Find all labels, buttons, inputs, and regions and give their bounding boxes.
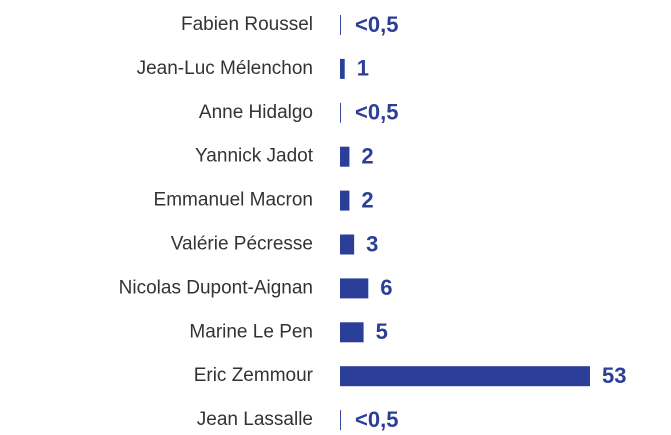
bar bbox=[340, 278, 369, 299]
category-label: Marine Le Pen bbox=[189, 321, 313, 342]
bar bbox=[340, 190, 350, 211]
category-label: Valérie Pécresse bbox=[171, 234, 313, 255]
value-label: 2 bbox=[361, 144, 373, 169]
bar bbox=[340, 102, 341, 123]
value-label: <0,5 bbox=[355, 407, 398, 432]
bar bbox=[340, 366, 590, 387]
category-label: Anne Hidalgo bbox=[199, 102, 313, 123]
bar bbox=[340, 58, 345, 79]
value-label: 1 bbox=[357, 56, 369, 81]
value-label: 53 bbox=[602, 363, 626, 388]
category-label: Emmanuel Macron bbox=[154, 190, 313, 211]
value-label: 3 bbox=[366, 231, 378, 256]
value-label: <0,5 bbox=[355, 12, 398, 37]
bar bbox=[340, 234, 355, 255]
category-label: Jean Lassalle bbox=[197, 409, 313, 430]
category-label: Nicolas Dupont-Aignan bbox=[119, 277, 313, 298]
value-label: 5 bbox=[376, 319, 388, 344]
bar bbox=[340, 146, 350, 167]
bar bbox=[340, 15, 341, 35]
category-label: Eric Zemmour bbox=[194, 365, 314, 386]
category-label: Yannick Jadot bbox=[195, 146, 314, 167]
value-label: <0,5 bbox=[355, 100, 398, 125]
value-label: 2 bbox=[361, 187, 373, 212]
bar bbox=[340, 322, 364, 343]
category-label: Fabien Roussel bbox=[181, 14, 313, 35]
value-label: 6 bbox=[380, 275, 392, 300]
category-label: Jean-Luc Mélenchon bbox=[137, 58, 313, 79]
bar bbox=[340, 410, 341, 431]
